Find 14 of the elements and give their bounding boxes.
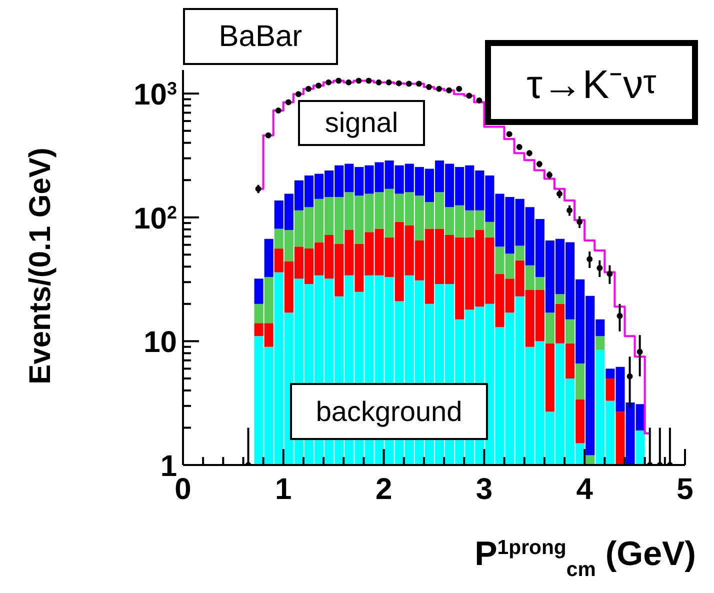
x-tick-label: 2 xyxy=(375,473,392,506)
y-tick-label: 1 xyxy=(160,450,177,483)
annotation: background xyxy=(290,383,488,440)
annotation: signal xyxy=(298,100,425,146)
y-axis-title: Events/(0.1 GeV) xyxy=(24,148,57,384)
x-tick-label: 5 xyxy=(676,473,694,506)
x-tick-label: 1 xyxy=(275,473,292,506)
y-tick-label: 10 xyxy=(144,326,177,360)
x-tick-label: 4 xyxy=(576,473,594,506)
y-tick-label: 10$^{2}$ xyxy=(134,202,177,236)
y-tick-label: 10$^{3}$ xyxy=(134,78,177,112)
text: BaBar xyxy=(183,8,338,65)
x-axis-title: P$^{1prong}$$_{cm}$ (GeV) xyxy=(474,535,696,581)
x-tick-label: 3 xyxy=(476,473,493,506)
